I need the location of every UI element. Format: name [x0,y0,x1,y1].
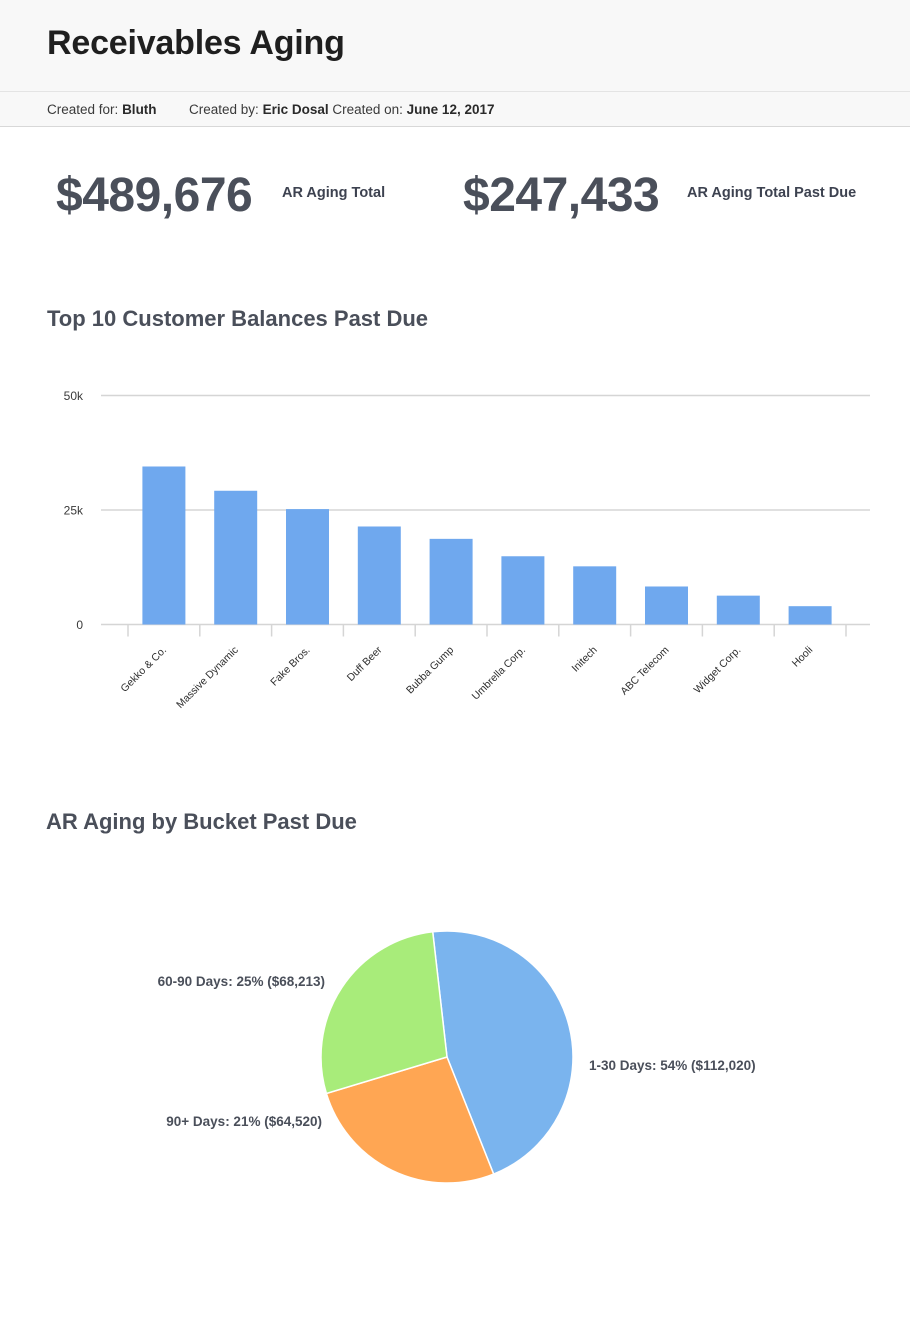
bar[interactable] [429,538,473,625]
created-by-label: Created by: [189,102,259,117]
pie-slice[interactable] [320,930,448,1095]
created-on-value: June 12, 2017 [406,102,495,117]
x-tick-label: Gekko & Co. [118,644,169,695]
pie-slice-label: 90+ Days: 21% ($64,520) [166,1114,322,1129]
bar[interactable] [573,566,617,625]
y-tick-label: 50k [64,389,84,403]
x-tick-label: Hooli [790,644,815,669]
pie-slice-label: 60-90 Days: 25% ($68,213) [158,974,325,989]
bar[interactable] [788,606,832,625]
x-tick-label: Massive Dynamic [174,644,241,711]
kpi-ar-aging-total-label: AR Aging Total [282,185,386,201]
x-tick-label: ABC Telecom [618,644,672,698]
page-title: Receivables Aging [47,24,345,62]
bar[interactable] [142,466,186,625]
created-on-label: Created on: [332,102,403,117]
x-tick-label: Bubba Gump [404,644,456,696]
x-tick-label: Umbrella Corp. [470,644,528,702]
x-tick-label: Widget Corp. [692,644,744,696]
kpi-past-due-total-label: AR Aging Total Past Due [687,185,857,201]
x-tick-label: Fake Bros. [268,644,312,688]
x-tick-label: Initech [569,644,599,674]
y-tick-label: 0 [76,618,83,632]
bar-chart: 0 25k 50k Gekko & Co. Massive Dynamic Fake Br… [64,389,870,711]
bar[interactable] [645,586,688,625]
created-for-label: Created for: [47,102,119,117]
report-meta-bar: Created for: Bluth Created by: Eric Dosa… [0,92,910,127]
created-for: Created for: Bluth [47,102,157,117]
x-tick-label: Duff Beer [345,644,385,684]
kpi-ar-aging-total-value: $489,676 [56,169,253,222]
pie-slice[interactable] [431,930,574,1176]
kpi-past-due-total-value: $247,433 [463,169,660,222]
created-by: Created by: Eric Dosal Created on: June … [189,102,494,117]
bar-chart-title: Top 10 Customer Balances Past Due [47,306,429,331]
pie-chart: 1-30 Days: 54% ($112,020) 90+ Days: 21% (… [158,930,756,1184]
created-for-value: Bluth [122,102,157,117]
pie-chart-title: AR Aging by Bucket Past Due [46,809,357,834]
bar[interactable] [357,526,401,625]
report-header: Receivables Aging [0,0,910,92]
y-tick-label: 25k [64,504,84,518]
bar[interactable] [501,556,545,625]
pie-slice[interactable] [325,1056,495,1184]
bar[interactable] [214,490,258,625]
bar[interactable] [286,509,329,625]
created-by-value: Eric Dosal [262,102,329,117]
bar[interactable] [716,595,760,625]
pie-slice-label: 1-30 Days: 54% ($112,020) [589,1058,756,1073]
